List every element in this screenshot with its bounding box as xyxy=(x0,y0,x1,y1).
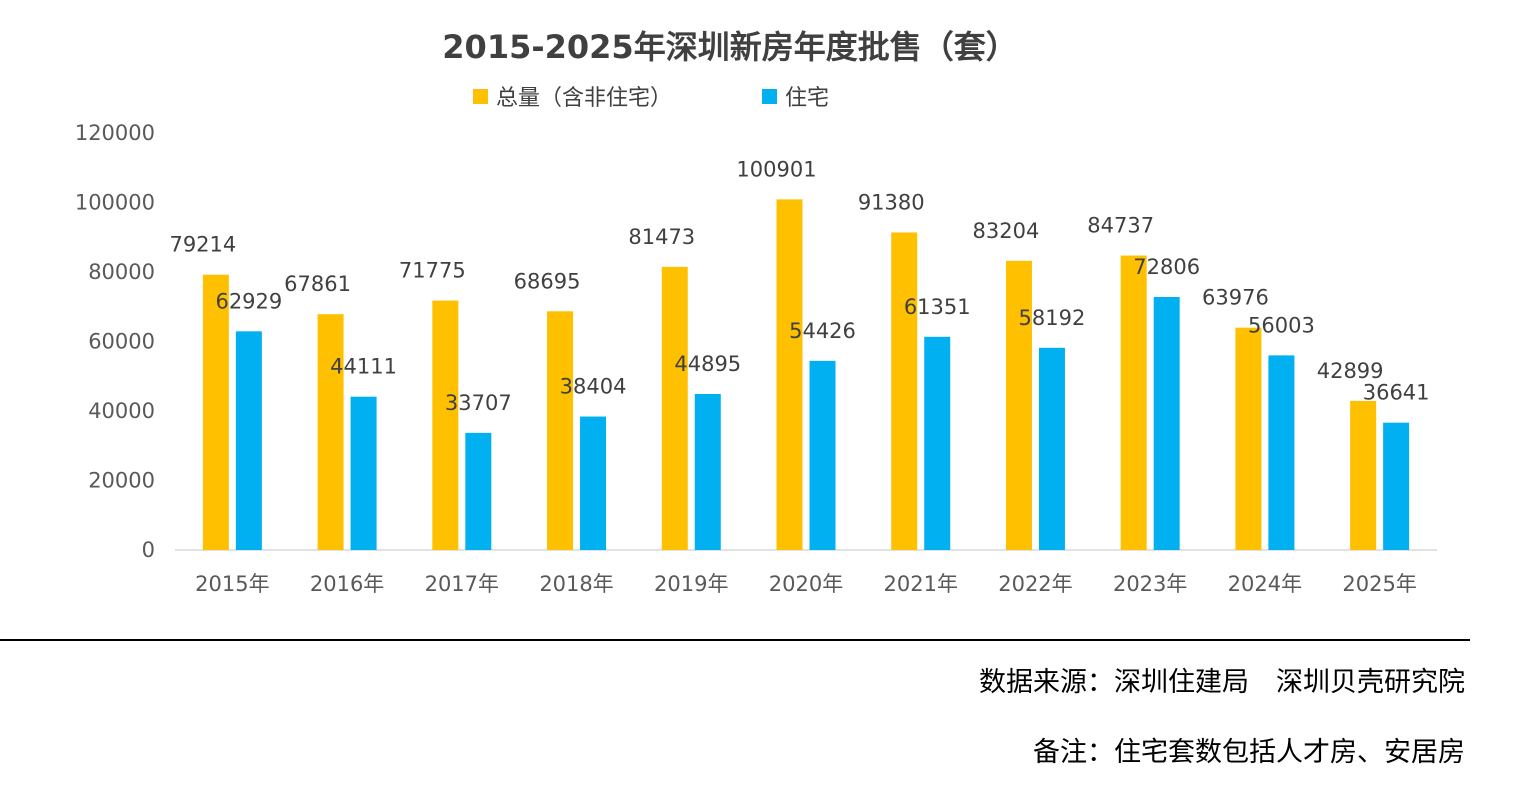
bar-residential xyxy=(1268,355,1295,550)
source-note: 数据来源：深圳住建局 深圳贝壳研究院 xyxy=(979,667,1465,698)
bar-total xyxy=(202,274,229,550)
bar-total xyxy=(891,232,918,550)
bar-residential xyxy=(1153,296,1180,550)
x-tick-label: 2021年 xyxy=(884,572,958,596)
x-tick-label: 2023年 xyxy=(1113,572,1187,596)
legend-label-residential: 住宅 xyxy=(785,86,829,111)
bar-total xyxy=(1005,260,1032,550)
data-label-total: 83204 xyxy=(973,219,1040,243)
data-label-total: 100901 xyxy=(736,157,816,181)
bar-residential xyxy=(1038,347,1065,550)
data-label-total: 81473 xyxy=(628,225,695,249)
y-tick-label: 40000 xyxy=(88,399,155,423)
data-label-total: 63976 xyxy=(1202,286,1269,310)
y-tick-label: 100000 xyxy=(75,191,155,215)
legend: 总量（含非住宅） 住宅 xyxy=(473,86,829,111)
x-tick-label: 2016年 xyxy=(310,572,384,596)
x-tick-label: 2022年 xyxy=(998,572,1072,596)
data-label-total: 84737 xyxy=(1087,214,1154,238)
data-label-total: 67861 xyxy=(284,272,351,296)
data-label-residential: 58192 xyxy=(1019,306,1086,330)
data-label-residential: 44895 xyxy=(674,352,741,376)
y-tick-label: 0 xyxy=(142,538,155,562)
y-axis: 0 20000 40000 60000 80000 100000 120000 xyxy=(75,121,155,562)
x-tick-label: 2017年 xyxy=(425,572,499,596)
data-label-residential: 36641 xyxy=(1363,381,1430,405)
data-label-total: 91380 xyxy=(858,190,925,214)
bar-total xyxy=(661,266,688,550)
remark-note: 备注：住宅套数包括人才房、安居房 xyxy=(1033,737,1465,768)
y-tick-label: 60000 xyxy=(88,330,155,354)
chart-title: 2015-2025年深圳新房年度批售（套） xyxy=(442,28,1017,66)
bars xyxy=(202,199,1410,550)
bar-residential xyxy=(235,331,262,550)
bar-residential xyxy=(694,393,721,550)
bar-residential xyxy=(465,432,492,550)
bar-total xyxy=(317,314,344,550)
data-label-residential: 61351 xyxy=(904,295,971,319)
bar-residential xyxy=(1383,422,1410,550)
data-label-residential: 33707 xyxy=(445,391,512,415)
legend-label-total: 总量（含非住宅） xyxy=(496,86,672,111)
divider-line xyxy=(0,639,1470,641)
y-tick-label: 120000 xyxy=(75,121,155,145)
y-tick-label: 20000 xyxy=(88,469,155,493)
bar-residential xyxy=(580,416,607,550)
x-tick-label: 2019年 xyxy=(654,572,728,596)
data-label-residential: 38404 xyxy=(560,375,627,399)
data-label-residential: 62929 xyxy=(215,289,282,313)
bar-residential xyxy=(924,336,951,550)
data-label-residential: 44111 xyxy=(330,355,397,379)
x-axis: 2015年 2016年 2017年 2018年 2019年 2020年 2021年 2022年… xyxy=(175,549,1437,596)
x-tick-label: 2018年 xyxy=(539,572,613,596)
data-label-residential: 72806 xyxy=(1133,255,1200,279)
y-tick-label: 80000 xyxy=(88,260,155,284)
x-tick-label: 2024年 xyxy=(1228,572,1302,596)
data-label-total: 71775 xyxy=(399,259,466,283)
legend-swatch-residential xyxy=(762,89,777,104)
bar-total xyxy=(432,300,459,550)
x-tick-label: 2015年 xyxy=(195,572,269,596)
x-tick-label: 2020年 xyxy=(769,572,843,596)
bar-residential xyxy=(809,360,836,550)
bar-total xyxy=(1350,400,1377,550)
bar-total xyxy=(1235,327,1262,550)
bar-total xyxy=(547,311,574,550)
bar-residential xyxy=(350,396,377,550)
bar-total xyxy=(1120,255,1147,550)
x-tick-label: 2025年 xyxy=(1342,572,1416,596)
data-label-residential: 56003 xyxy=(1248,313,1315,337)
bar-total xyxy=(776,199,803,550)
data-label-total: 68695 xyxy=(514,269,581,293)
data-label-residential: 54426 xyxy=(789,319,856,343)
legend-swatch-total xyxy=(473,89,488,104)
data-label-total: 79214 xyxy=(169,233,236,257)
data-label-total: 42899 xyxy=(1317,359,1384,383)
